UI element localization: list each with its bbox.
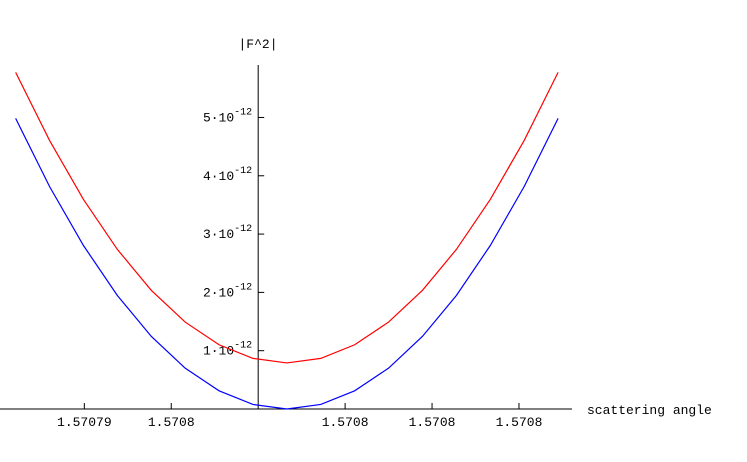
tick-exponent: -12: [234, 166, 252, 177]
tick-mantissa: 1·10: [203, 344, 234, 359]
tick-exponent: -12: [234, 341, 252, 352]
x-tick-label: 1.5708: [496, 415, 543, 430]
tick-exponent: -12: [234, 224, 252, 235]
x-tick-label: 1.5708: [409, 415, 456, 430]
x-tick-label: 1.5708: [322, 415, 369, 430]
tick-exponent: -12: [234, 107, 252, 118]
x-axis-label: scattering angle: [587, 403, 712, 418]
tick-exponent: -12: [234, 282, 252, 293]
tick-mantissa: 2·10: [203, 285, 234, 300]
x-tick-label: 1.5708: [148, 415, 195, 430]
y-tick-label: 2·10-12: [203, 282, 252, 300]
y-tick-label: 1·10-12: [203, 341, 252, 359]
curve: [15, 118, 559, 410]
curve: [15, 72, 559, 364]
y-tick-label: 4·10-12: [203, 166, 252, 184]
y-tick-label: 3·10-12: [203, 224, 252, 242]
y-axis-label: |F^2|: [238, 37, 277, 52]
tick-mantissa: 5·10: [203, 110, 234, 125]
tick-mantissa: 3·10: [203, 227, 234, 242]
tick-mantissa: 4·10: [203, 169, 234, 184]
x-tick-label: 1.57079: [57, 415, 112, 430]
y-tick-label: 5·10-12: [203, 107, 252, 125]
